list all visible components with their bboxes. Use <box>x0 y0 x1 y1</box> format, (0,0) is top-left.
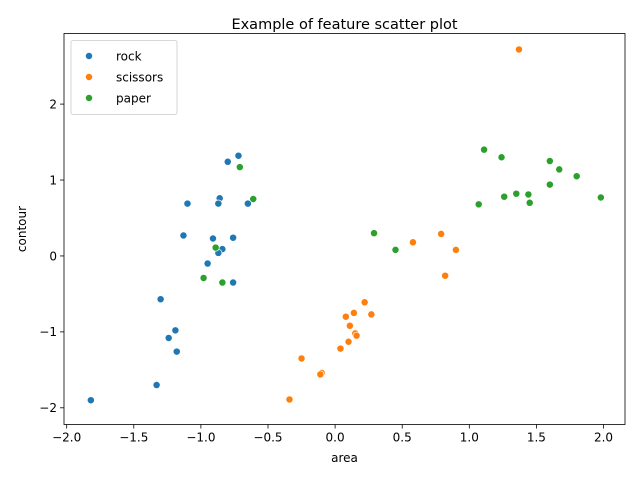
y-axis-title: contour <box>15 206 29 252</box>
paper-point <box>474 200 483 209</box>
legend-label-scissors: scissors <box>116 70 163 84</box>
scissors-point <box>297 354 306 363</box>
rock-point <box>172 347 181 356</box>
paper-point <box>512 189 521 198</box>
paper-point <box>596 193 605 202</box>
x-tick-label: 0.5 <box>393 431 412 445</box>
rock-point <box>164 334 173 342</box>
rock-point <box>183 199 192 208</box>
paper-point <box>391 245 400 254</box>
y-axis: −2 −1 0 1 2 <box>39 97 64 415</box>
x-tick-label: 0.0 <box>326 431 345 445</box>
rock-point <box>243 199 252 208</box>
rock-point <box>179 231 188 240</box>
rock-point <box>223 157 232 166</box>
scissors-point <box>409 238 417 247</box>
scissors-point <box>360 298 369 307</box>
scissors-point <box>345 321 354 330</box>
legend-box <box>70 40 178 115</box>
scissors-point <box>441 271 450 280</box>
rock-point <box>229 278 238 287</box>
paper-point <box>370 229 378 238</box>
legend: rock scissors paper <box>70 40 178 115</box>
paper-point <box>572 172 581 181</box>
plot-frame <box>63 33 626 425</box>
scissors-point <box>451 245 460 254</box>
rock-point <box>152 381 161 389</box>
legend-label-paper: paper <box>116 91 151 105</box>
y-tick-label: 2 <box>49 97 57 111</box>
y-tick-label: −1 <box>39 325 57 339</box>
legend-label-rock: rock <box>116 49 142 63</box>
paper-point <box>500 192 509 201</box>
rock-point <box>209 234 217 243</box>
paper-point <box>199 274 208 282</box>
rock-point <box>229 233 238 242</box>
y-tick-label: −2 <box>39 401 57 415</box>
rock-point <box>214 199 223 208</box>
y-tick-label: 1 <box>49 173 57 187</box>
legend-marker-scissors <box>85 73 93 81</box>
scissors-point <box>515 45 523 54</box>
rock-point <box>156 295 165 304</box>
paper-point <box>545 157 554 165</box>
x-tick-label: −0.5 <box>253 431 282 445</box>
x-tick-label: −1.0 <box>186 431 215 445</box>
paper-point <box>211 243 220 252</box>
paper-point <box>545 180 554 189</box>
x-tick-label: −2.0 <box>52 431 81 445</box>
paper-point <box>218 278 227 287</box>
scissors-point <box>336 344 345 353</box>
x-tick-label: 1.5 <box>527 431 546 445</box>
x-axis-title: area <box>331 451 358 465</box>
paper-point <box>480 145 489 154</box>
chart-title: Example of feature scatter plot <box>231 17 457 33</box>
points-layer <box>86 45 605 405</box>
paper-point <box>525 198 534 207</box>
y-tick-label: 0 <box>49 249 57 263</box>
scissors-point <box>352 331 361 340</box>
rock-point <box>86 396 95 405</box>
x-axis: −2.0 −1.5 −1.0 −0.5 0.0 0.5 1.0 1.5 2.0 <box>52 424 613 445</box>
x-tick-label: 2.0 <box>594 431 613 445</box>
paper-point <box>249 195 258 203</box>
x-tick-label: −1.5 <box>119 431 148 445</box>
legend-marker-rock <box>85 52 93 60</box>
paper-point <box>497 153 506 162</box>
legend-marker-paper <box>85 94 93 102</box>
paper-point <box>555 165 564 174</box>
scissors-point <box>316 370 325 379</box>
scissors-point <box>285 395 294 404</box>
scissors-point <box>349 308 358 317</box>
scissors-point <box>344 337 353 346</box>
paper-point <box>235 163 244 172</box>
scissors-point <box>341 312 350 321</box>
scissors-point <box>437 229 446 238</box>
rock-point <box>234 151 243 160</box>
scissors-point <box>367 310 376 319</box>
x-tick-label: 1.0 <box>460 431 479 445</box>
rock-point <box>171 326 180 335</box>
rock-point <box>203 259 212 268</box>
paper-point <box>524 190 533 199</box>
